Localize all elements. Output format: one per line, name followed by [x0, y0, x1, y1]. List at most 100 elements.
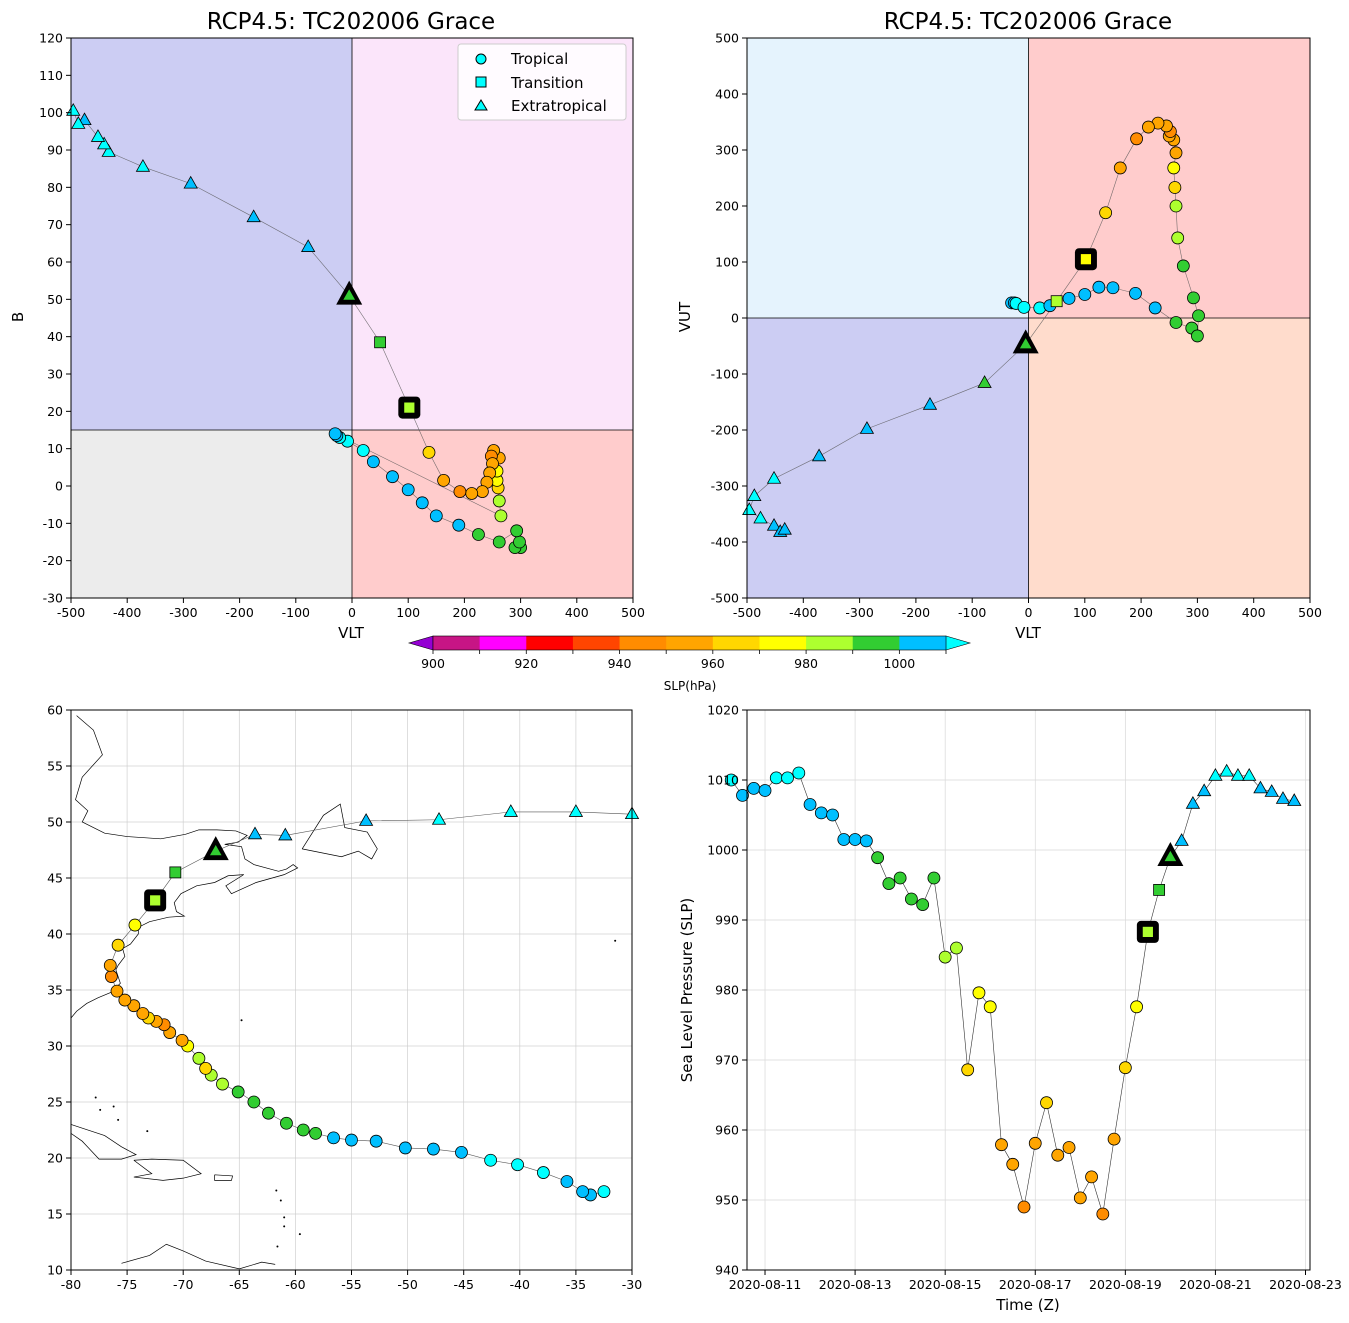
phase-vut-point-39: [766, 470, 782, 484]
phase-vut-point-16: [1187, 291, 1200, 305]
slp-time-point-13: [871, 851, 885, 865]
map-point-34: [103, 958, 117, 972]
legend-transition: Transition: [510, 74, 584, 92]
map-ytick-label-10: 60: [47, 703, 63, 718]
phase-vut-point-40: [747, 488, 762, 501]
phase-b-xtick-label-9: 400: [565, 605, 589, 620]
phase-b-point-44: [71, 116, 86, 129]
slp-time-ylabel: Sea Level Pressure (SLP): [678, 898, 696, 1083]
phase-b-ytick-label-9: 60: [47, 255, 63, 270]
phase-vut-point-12: [1169, 316, 1183, 329]
phase-vut-xtick-label-1: -400: [789, 605, 817, 620]
phase-b-panel: -500 -400 -300 -200 -100 0 100 200 300 400 500-30-…: [9, 9, 645, 642]
slp-time-ytick-label-7: 1010: [707, 773, 739, 788]
map-point-44: [503, 804, 519, 817]
phase-b-point-5: [472, 528, 485, 541]
map-point-14: [296, 1123, 310, 1137]
slp-time-ytick-label-8: 1020: [707, 703, 739, 718]
slp-time-point-35: [1118, 1061, 1132, 1075]
slp-time-line: [730, 771, 1295, 1215]
map-point-40: [247, 826, 263, 840]
slp-time-ytick-label-0: 940: [715, 1263, 739, 1278]
slp-time-xtick-label-5: 2020-08-21: [1179, 1277, 1252, 1292]
map-ytick-label-2: 20: [47, 1151, 63, 1166]
slp-time-xtick-label-6: 2020-08-23: [1269, 1277, 1342, 1292]
island-0: [94, 1096, 97, 1099]
phase-vut-xtick-label-2: -300: [845, 605, 873, 620]
phase-b-ytick-label-4: 10: [47, 441, 63, 456]
slp-time-ytick-label-4: 980: [715, 983, 739, 998]
map-xtick-label-7: -45: [453, 1277, 473, 1292]
phase-vut-ytick-label-3: -200: [711, 423, 739, 438]
phase-vut-point-36: [922, 396, 938, 410]
slp-time-ytick-label-2: 960: [715, 1123, 739, 1138]
map-point-31: [118, 993, 132, 1007]
phase-vut-point-10: [1129, 286, 1142, 300]
island-2: [112, 1105, 115, 1108]
phase-b-xtick-label-7: 200: [452, 605, 476, 620]
phase-b-point-12: [356, 444, 370, 457]
slp-time-point-41: [1185, 795, 1201, 809]
map-point-41: [278, 827, 293, 841]
phase-b-point-6: [452, 518, 466, 532]
island-9: [298, 1233, 301, 1236]
map-point-13: [309, 1126, 322, 1140]
map-point-45: [568, 804, 584, 817]
phase-vut-quadrant-1: [1028, 38, 1310, 318]
phase-vut-point-6: [1062, 291, 1076, 305]
phase-vut-quadrant-3: [1028, 318, 1310, 598]
map-ytick-label-9: 55: [47, 759, 63, 774]
phase-vut-point-30: [1113, 161, 1127, 175]
phase-vut-ytick-label-6: 100: [715, 255, 739, 270]
phase-vut-xtick-label-3: -200: [902, 605, 930, 620]
phase-b-quadrant-2: [71, 430, 352, 598]
phase-vut-point-29: [1130, 132, 1143, 146]
phase-b-point-16: [328, 427, 342, 441]
legend: Tropical Transition Extratropical: [457, 43, 627, 121]
phase-vut-point-7: [1078, 288, 1092, 301]
map-point-22: [192, 1051, 206, 1065]
island-1: [99, 1108, 102, 1111]
phase-vut-xtick-label-6: 100: [1073, 605, 1097, 620]
slp-time-point-25: [1006, 1157, 1020, 1171]
slp-time-point-32: [1085, 1170, 1098, 1184]
phase-vut-ytick-label-0: -500: [711, 591, 739, 606]
colorbar-segment-2: [526, 636, 574, 650]
phase-b-xtick-label-2: -300: [169, 605, 197, 620]
map-point-24: [175, 1034, 189, 1047]
phase-vut-point-43: [766, 517, 782, 531]
phase-b-point-32: [422, 445, 436, 459]
phase-b-point-40: [101, 144, 116, 157]
map-point-21: [199, 1062, 213, 1075]
phase-b-ytick-label-6: 30: [47, 367, 63, 382]
map-point-3: [560, 1175, 574, 1188]
phase-b-ytick-label-10: 70: [47, 217, 63, 232]
phase-b-ytick-label-1: -20: [43, 553, 63, 568]
map-point-6: [484, 1153, 498, 1167]
slp-time-point-14: [882, 877, 896, 890]
phase-b-point-30: [453, 485, 467, 499]
slp-time-point-49: [1275, 791, 1291, 804]
phase-vut-ytick-label-8: 300: [715, 143, 739, 158]
map-ytick-label-7: 45: [47, 871, 63, 886]
colorbar-segment-0: [433, 636, 481, 650]
map-ytick-label-5: 35: [47, 983, 63, 998]
slp-time-point-33: [1096, 1207, 1110, 1221]
phase-vut-point-21: [1167, 161, 1181, 175]
phase-vut-xtick-label-10: 500: [1298, 605, 1322, 620]
phase-vut-point-31: [1099, 206, 1113, 220]
map-point-4: [536, 1166, 550, 1179]
phase-vut-ytick-label-1: -400: [711, 535, 739, 550]
phase-b-point-33: [403, 401, 416, 414]
colorbar-tick-label-1: 920: [514, 656, 538, 671]
map-point-29: [136, 1007, 150, 1020]
phase-vut-point-37: [859, 421, 875, 434]
phase-b-point-36: [300, 239, 316, 252]
phase-vut-point-8: [1092, 280, 1106, 294]
island-6: [279, 1199, 282, 1202]
phase-vut-xtick-label-0: -500: [733, 605, 761, 620]
colorbar-segment-6: [712, 636, 760, 650]
map-ytick-label-4: 30: [47, 1039, 63, 1054]
phase-b-point-37: [246, 209, 261, 223]
phase-vut-quadrant-2: [747, 318, 1029, 598]
